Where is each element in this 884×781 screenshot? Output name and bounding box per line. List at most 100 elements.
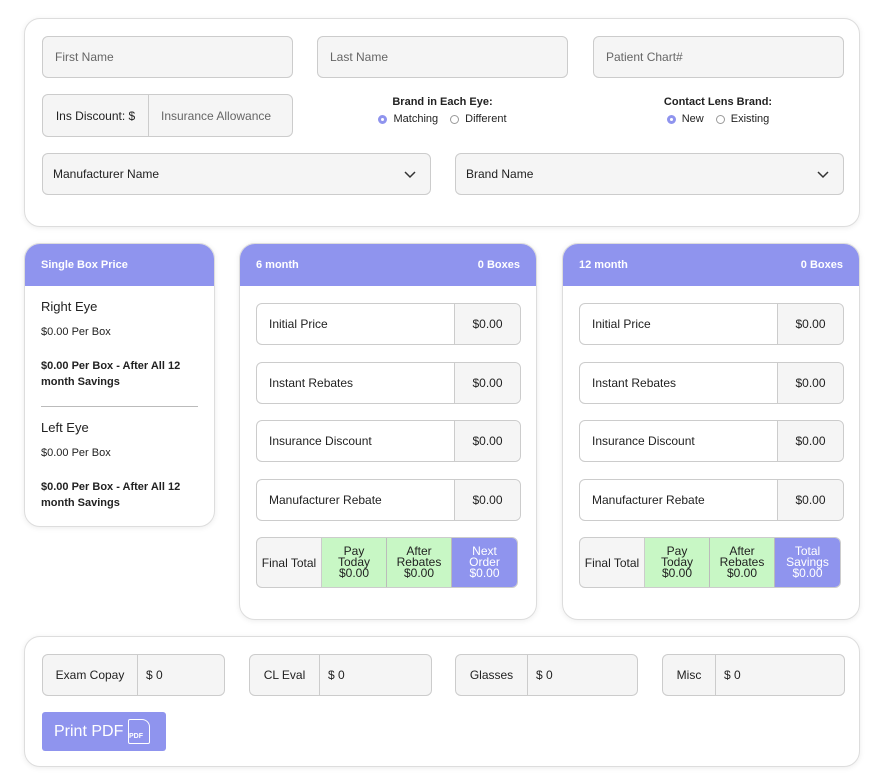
row-label: Instant Rebates	[257, 362, 455, 403]
plan-boxes: 0 Boxes	[477, 259, 520, 271]
print-button[interactable]: Print PDF PDF	[42, 712, 166, 751]
radio-group: Matching Different	[317, 112, 568, 126]
ins-discount-label: Ins Discount: $	[43, 95, 149, 136]
eye-name: Right Eye	[41, 299, 98, 314]
row-value: $0.00	[778, 304, 843, 344]
text-input[interactable]: First Name	[42, 36, 293, 78]
cost-input: Exam Copay $ 0	[42, 654, 225, 696]
radio-option[interactable]: Different	[450, 113, 507, 125]
row-label: Insurance Discount	[257, 421, 455, 461]
final-cell-label: After Rebates	[719, 544, 765, 569]
final-row: Final Total Pay Today $0.00 After Rebates $0…	[579, 537, 841, 588]
row-label: Initial Price	[257, 304, 455, 344]
final-cell-label: Pay Today	[337, 544, 371, 569]
row-label: Manufacturer Rebate	[257, 479, 455, 520]
eye-name: Left Eye	[41, 420, 89, 435]
final-cell-label: After Rebates	[396, 544, 442, 569]
insurance-allowance-input[interactable]: Insurance Allowance	[161, 108, 272, 123]
cost-label: Glasses	[456, 655, 528, 695]
final-cell-label: Next Order	[469, 544, 500, 569]
final-cell: Total Savings $0.00	[775, 538, 840, 587]
final-cell-value: $0.00	[338, 566, 370, 580]
price-row: Insurance Discount $0.00	[256, 420, 521, 462]
pdf-icon: PDF	[128, 719, 150, 744]
radio-text: Matching	[393, 113, 439, 125]
row-label: Instant Rebates	[580, 362, 778, 403]
costs-card: Exam Copay $ 0 CL Eval $ 0 Glasses $ 0 Misc $ 0…	[24, 636, 860, 767]
cost-value[interactable]: $ 0	[724, 668, 741, 682]
final-cell-label: Total Savings	[786, 544, 829, 569]
price-row: Instant Rebates $0.00	[256, 361, 521, 404]
radio-option[interactable]: New	[666, 113, 704, 125]
select[interactable]: Manufacturer Name	[42, 153, 431, 195]
cost-input: CL Eval $ 0	[249, 654, 432, 696]
plan-title: 12 month	[579, 259, 628, 271]
row-value: $0.00	[778, 421, 843, 461]
price-row: Insurance Discount $0.00	[579, 420, 844, 462]
final-cell: After Rebates $0.00	[387, 538, 452, 587]
price-row: Manufacturer Rebate $0.00	[579, 478, 844, 521]
cost-label: Misc	[663, 655, 716, 695]
card-header: 12 month 0 Boxes	[563, 244, 859, 286]
radio-option[interactable]: Matching	[378, 113, 438, 125]
eye-price: $0.00 Per Box	[41, 447, 111, 459]
final-cell: Pay Today $0.00	[322, 538, 387, 587]
cost-input: Misc $ 0	[662, 654, 845, 696]
radio-label: Contact Lens Brand:	[663, 96, 773, 108]
divider	[41, 406, 198, 407]
final-cell-label: Pay Today	[660, 544, 694, 569]
radio-group: New Existing	[593, 112, 843, 126]
final-cell-value: $0.00	[792, 566, 823, 580]
text-input[interactable]: Last Name	[317, 36, 568, 78]
pdf-icon-text: PDF	[129, 733, 143, 740]
radio-option[interactable]: Existing	[715, 113, 770, 125]
price-row: Manufacturer Rebate $0.00	[256, 478, 521, 521]
patient-card: First Name Last Name Patient Chart# Ins Dis…	[24, 18, 860, 227]
final-label: Final Total	[580, 538, 645, 587]
plan-card: 12 month 0 Boxes Initial Price $0.00 Instant…	[562, 243, 860, 620]
plan-card: 6 month 0 Boxes Initial Price $0.00 Instant …	[239, 243, 537, 620]
select-text: Manufacturer Name	[53, 167, 160, 181]
cost-value[interactable]: $ 0	[536, 668, 553, 682]
eye-price: $0.00 Per Box	[41, 326, 111, 338]
final-cell-value: $0.00	[469, 566, 500, 580]
radio-button[interactable]	[666, 115, 676, 124]
final-row: Final Total Pay Today $0.00 After Rebates $0…	[256, 537, 518, 588]
select[interactable]: Brand Name	[455, 153, 844, 195]
plan-title: 6 month	[256, 259, 299, 271]
radio-text: Different	[465, 113, 507, 125]
radio-text: New	[681, 113, 704, 125]
row-label: Manufacturer Rebate	[580, 479, 778, 520]
row-value: $0.00	[778, 362, 843, 403]
price-row: Instant Rebates $0.00	[579, 361, 844, 404]
final-cell: Pay Today $0.00	[645, 538, 710, 587]
row-value: $0.00	[455, 421, 520, 461]
card-header: 6 month 0 Boxes	[240, 244, 536, 286]
final-cell-value: $0.00	[726, 566, 758, 580]
row-value: $0.00	[455, 362, 520, 403]
text-input[interactable]: Patient Chart#	[593, 36, 844, 78]
print-text: Print PDF	[54, 722, 124, 740]
cost-value[interactable]: $ 0	[328, 668, 345, 682]
plan-boxes: 0 Boxes	[800, 259, 843, 271]
eye-after: $0.00 Per Box - After All 12 month Savin…	[41, 360, 181, 388]
final-label: Final Total	[257, 538, 322, 587]
row-label: Initial Price	[580, 304, 778, 344]
cost-value[interactable]: $ 0	[146, 668, 163, 682]
radio-button[interactable]	[715, 115, 725, 124]
final-cell: After Rebates $0.00	[710, 538, 775, 587]
final-cell-value: $0.00	[403, 566, 435, 580]
row-value: $0.00	[455, 479, 520, 520]
row-value: $0.00	[778, 479, 843, 520]
chevron	[404, 171, 416, 179]
radio-button[interactable]	[450, 115, 460, 124]
radio-button[interactable]	[378, 115, 388, 124]
price-row: Initial Price $0.00	[579, 303, 844, 345]
radio-text: Existing	[730, 113, 770, 125]
radio-label: Brand in Each Eye:	[392, 96, 493, 108]
ins-discount-group: Ins Discount: $ Insurance Allowance	[42, 94, 293, 137]
price-row: Initial Price $0.00	[256, 303, 521, 345]
cost-input: Glasses $ 0	[455, 654, 638, 696]
select-text: Brand Name	[466, 167, 534, 181]
